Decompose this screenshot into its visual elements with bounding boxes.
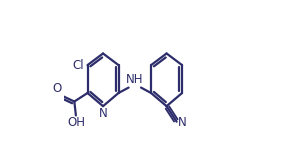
Text: O: O (53, 82, 62, 95)
Text: NH: NH (126, 73, 144, 86)
Text: OH: OH (67, 116, 85, 129)
Text: N: N (99, 107, 107, 120)
Text: N: N (178, 116, 187, 129)
Text: Cl: Cl (72, 59, 84, 72)
